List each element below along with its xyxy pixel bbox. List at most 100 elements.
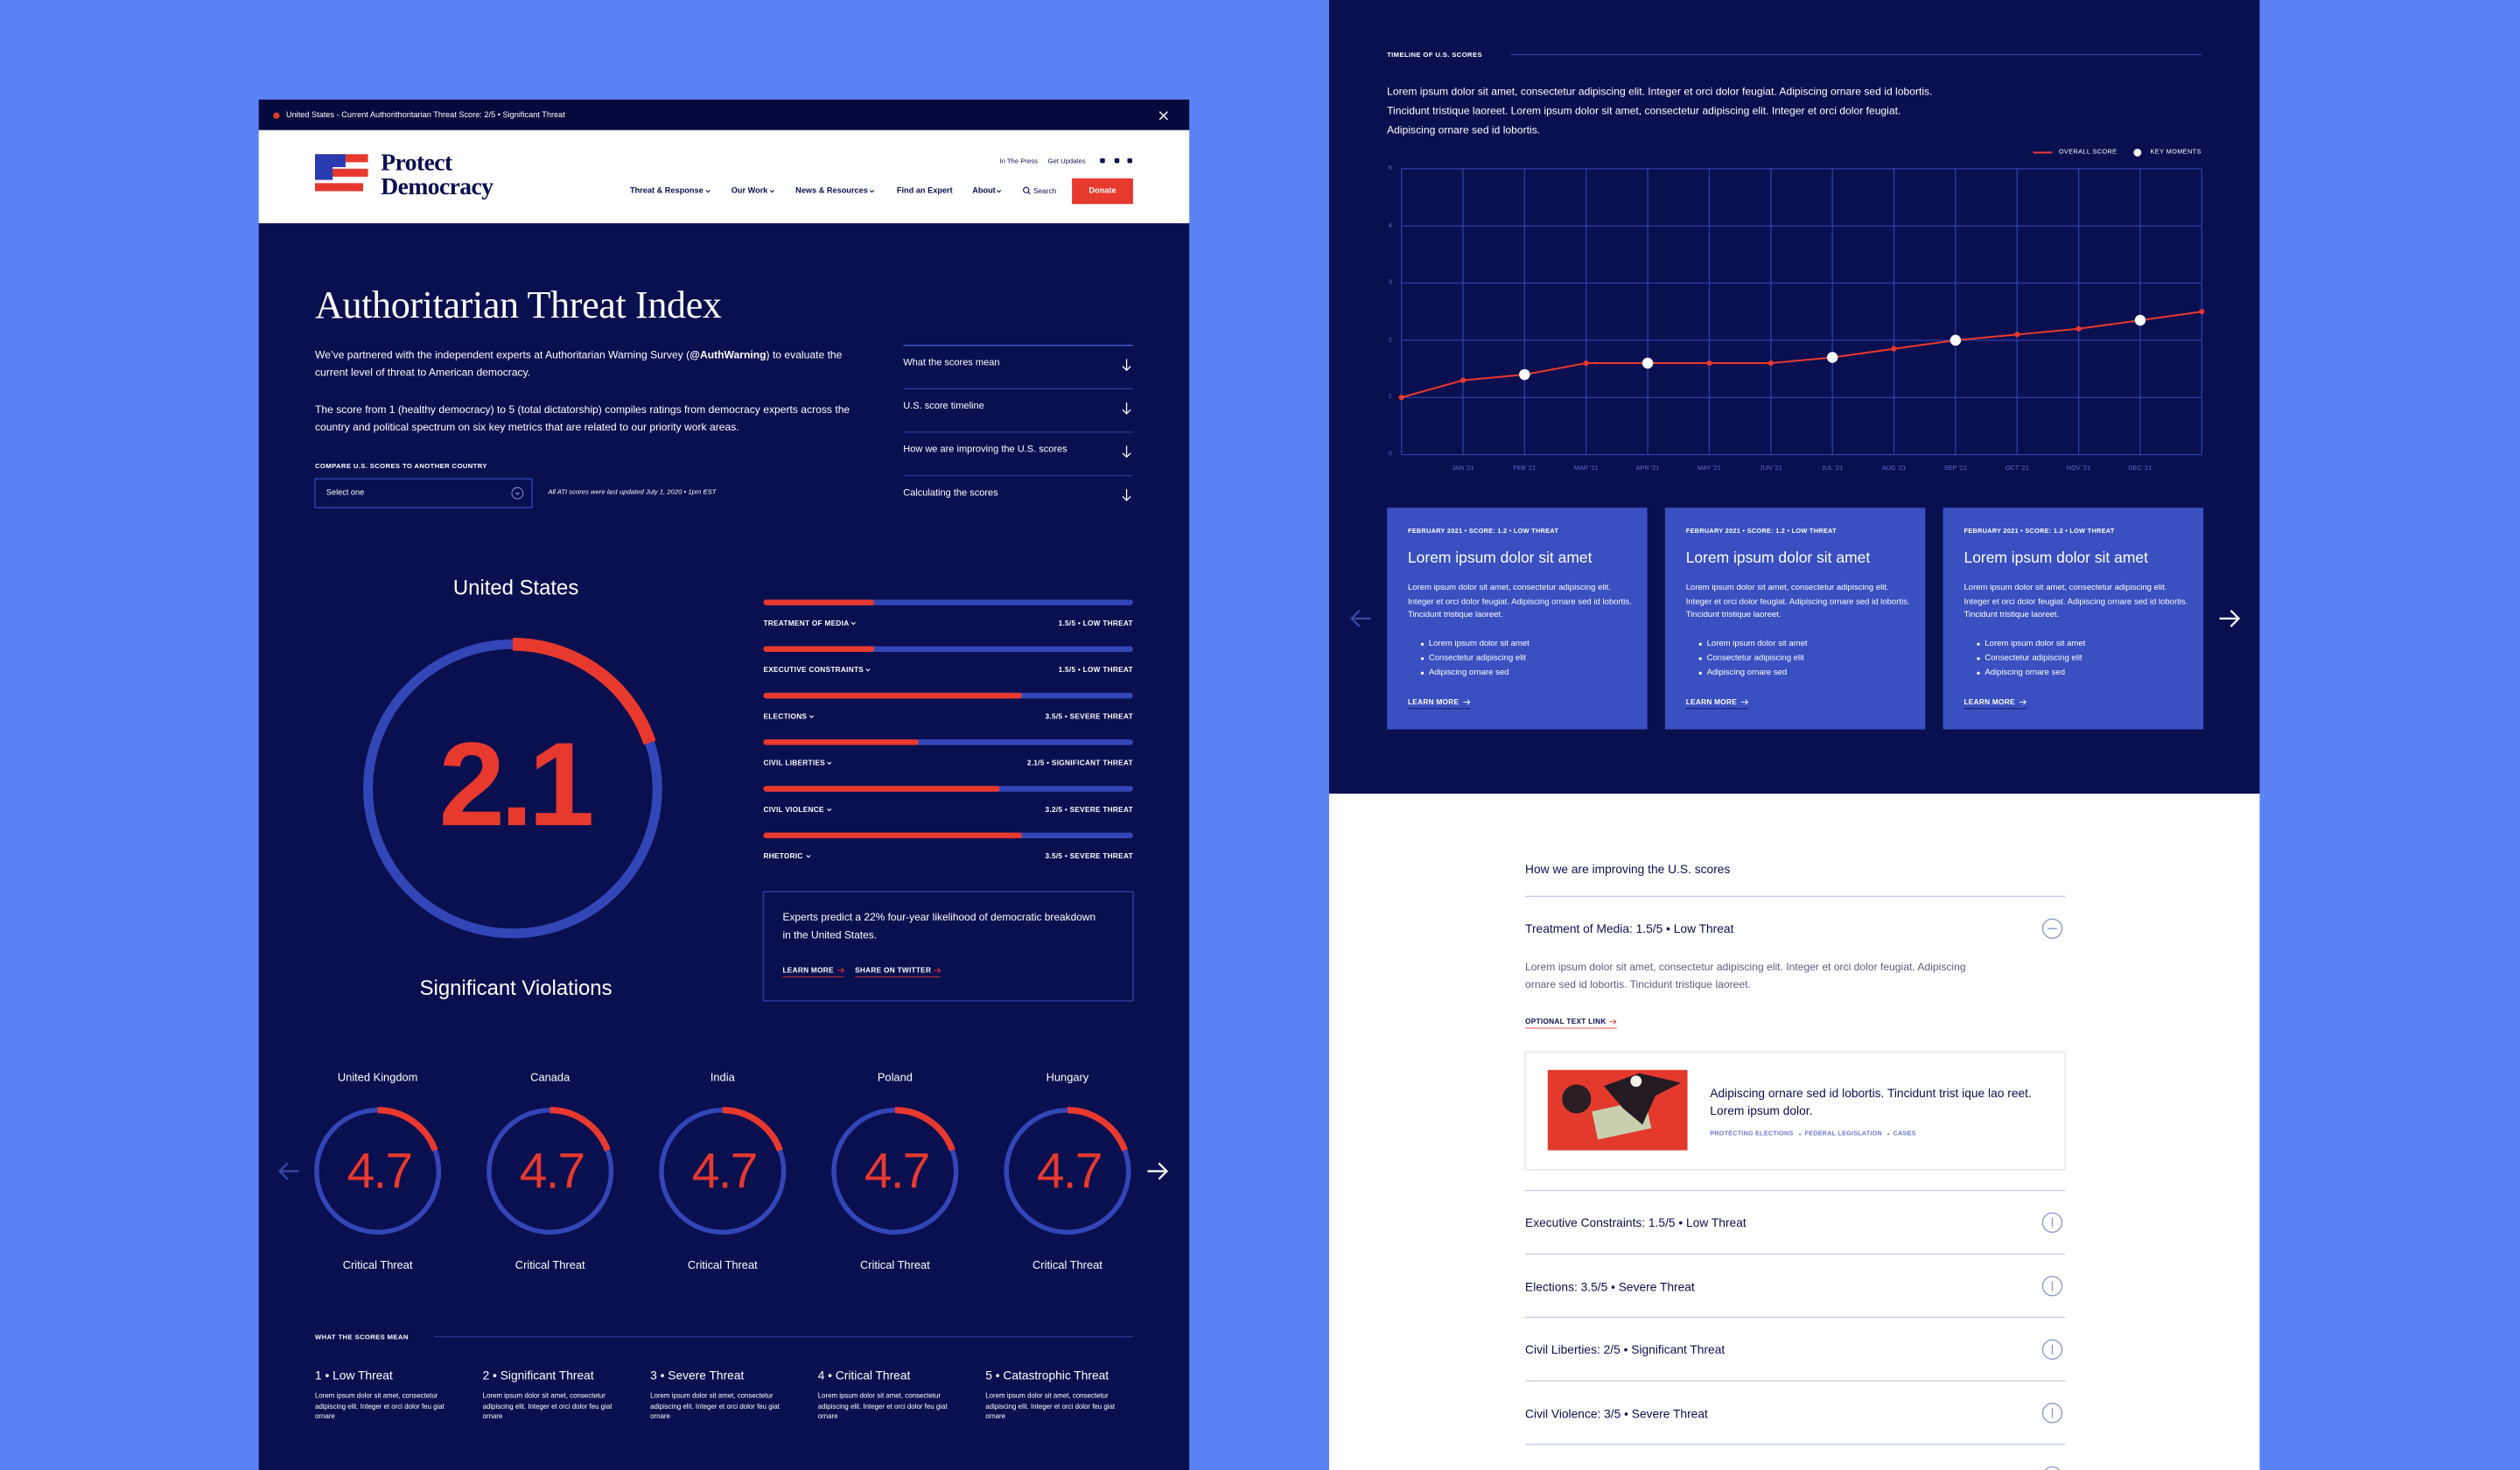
score-value: 2.1 [438, 717, 595, 851]
score-level-title: 5 • Catastrophic Threat [985, 1368, 1110, 1382]
donate-label[interactable]: Donate [1088, 186, 1116, 197]
feature-image-head [1630, 1075, 1642, 1088]
gauge-arc [1067, 1107, 1128, 1152]
metric-bar [763, 646, 875, 652]
metric-name[interactable]: CIVIL LIBERTIES [763, 759, 826, 767]
feature-tag[interactable]: PROTECTING ELECTIONS [1710, 1129, 1794, 1138]
carousel-arrow[interactable] [278, 1162, 289, 1180]
chart-subtitle: Lorem ipsum dolor sit amet, consectetur … [1387, 87, 1933, 137]
gauge-arc [550, 1107, 611, 1152]
close-icon[interactable] [1158, 111, 1168, 121]
collapse-icon[interactable] [2041, 918, 2063, 939]
score-point [1583, 360, 1589, 367]
x-tick-label: MAY '21 [1697, 463, 1721, 472]
handle-link[interactable]: @AuthWarning [690, 350, 766, 362]
info-icon [2044, 1466, 2061, 1470]
search-icon[interactable] [1027, 192, 1031, 195]
prediction-text: Experts predict a 22% four-year likeliho… [782, 912, 1096, 942]
chevron-icon [850, 621, 856, 626]
feature-tag[interactable]: FEDERAL LEGISLATION [1804, 1129, 1883, 1138]
country-name: Canada [530, 1073, 570, 1084]
utility-link[interactable]: In The Press [999, 156, 1038, 165]
link-arrow [937, 967, 942, 974]
social-icon[interactable] [1100, 158, 1105, 164]
gauge-arc [894, 1107, 956, 1152]
feature-tag[interactable]: CASES [1893, 1129, 1916, 1138]
bullet-dot [1977, 657, 1980, 661]
card-link[interactable]: LEARN MORE [1685, 697, 1738, 706]
metric-name[interactable]: TREATMENT OF MEDIA [763, 619, 850, 627]
country-name: India [710, 1073, 735, 1084]
accordion-title[interactable]: Elections: 3.5/5 • Severe Threat [1525, 1278, 1695, 1294]
info-icon[interactable] [2041, 1212, 2063, 1233]
info-icon[interactable] [2041, 1403, 2063, 1424]
link-arrow [841, 967, 844, 974]
info-icon[interactable] [2041, 1276, 2063, 1297]
metric-bar [763, 599, 875, 606]
accordion-item[interactable]: Calculating the scores [903, 488, 998, 499]
score-level-text: Lorem ipsum dolor sit amet, consectetur … [985, 1391, 1116, 1421]
accordion-title[interactable]: Executive Constraints: 1.5/5 • Low Threa… [1525, 1214, 1746, 1230]
carousel-arrow[interactable] [1350, 609, 1361, 627]
text-link[interactable]: OPTIONAL TEXT LINK [1525, 1017, 1606, 1026]
metric-name[interactable]: RHETORIC [763, 851, 803, 860]
search-icon[interactable] [1023, 186, 1030, 193]
nav-link[interactable]: About [972, 186, 996, 197]
arrow-icon [1122, 495, 1131, 501]
card-link[interactable]: LEARN MORE [1407, 697, 1460, 706]
nav-link[interactable]: Find an Expert [896, 186, 953, 197]
select-placeholder[interactable]: Select one [326, 488, 365, 499]
card-text: Lorem ipsum dolor sit amet, consectetur … [1685, 583, 1910, 620]
card-bullet: Lorem ipsum dolor sit amet [1706, 639, 1808, 649]
x-tick-label: SEP '21 [1943, 463, 1967, 472]
chevron-icon [869, 190, 875, 193]
metric-name[interactable]: ELECTIONS [763, 711, 808, 721]
country-verdict: Critical Threat [514, 1260, 585, 1272]
card-link[interactable]: LEARN MORE [1964, 697, 2015, 706]
score-level-text: Lorem ipsum dolor sit amet, consectetur … [650, 1391, 780, 1421]
social-icon[interactable] [1114, 158, 1120, 164]
card-meta: FEBRUARY 2021 • SCORE: 1.2 • LOW THREAT [1685, 526, 1837, 535]
nav-link[interactable]: Our Work [731, 186, 768, 197]
y-tick-label: 4 [1388, 220, 1392, 229]
carousel-arrow[interactable] [1158, 1162, 1169, 1180]
accordion-title[interactable]: Civil Violence: 3/5 • Severe Threat [1525, 1405, 1708, 1421]
country-name: United Kingdom [337, 1073, 418, 1084]
social-icon[interactable] [1127, 158, 1132, 164]
prediction-link[interactable]: LEARN MORE [782, 966, 834, 975]
score-level-title: 2 • Significant Threat [482, 1368, 594, 1382]
donate-button[interactable] [1072, 178, 1133, 205]
nav-link[interactable]: News & Resources [795, 186, 868, 197]
country-select[interactable] [314, 478, 533, 508]
accordion-title[interactable]: Civil Liberties: 2/5 • Significant Threa… [1525, 1342, 1726, 1357]
utility-link[interactable]: Get Updates [1047, 156, 1086, 165]
accordion-item[interactable]: U.S. score timeline [903, 402, 984, 412]
accordion-title[interactable]: Treatment of Media: 1.5/5 • Low Threat [1525, 920, 1734, 936]
key-moment [1950, 334, 1962, 346]
accordion-item[interactable]: How we are improving the U.S. scores [903, 445, 1068, 456]
country-name: Hungary [1046, 1073, 1089, 1084]
x-tick-label: JUN '21 [1759, 463, 1782, 472]
nav-link[interactable]: Threat & Response [629, 186, 704, 197]
info-icon[interactable] [2041, 1339, 2063, 1360]
metric-name[interactable]: CIVIL VIOLENCE [763, 805, 824, 814]
score-level-text: Lorem ipsum dolor sit amet, consectetur … [314, 1391, 444, 1421]
prediction-box [762, 891, 1134, 1002]
chevron-icon [514, 492, 521, 495]
prediction-link[interactable]: SHARE ON TWITTER [855, 966, 932, 975]
metric-score: 1.5/5 • LOW THREAT [1058, 619, 1133, 627]
logo-text: Protect [381, 150, 452, 177]
search-link[interactable]: Search [1033, 186, 1057, 195]
timeline-card [1664, 508, 1926, 730]
chevron-icon [865, 668, 871, 672]
country-score: 4.7 [1036, 1143, 1103, 1200]
intro-paragraph: The score from 1 (healthy democracy) to … [314, 404, 850, 433]
x-tick-label: JUL '21 [1821, 463, 1844, 472]
chart-title: TIMELINE OF U.S. SCORES [1387, 50, 1482, 59]
bullet-dot [1420, 671, 1424, 675]
page-body [258, 223, 1190, 1470]
accordion-item[interactable]: What the scores mean [903, 359, 1000, 369]
carousel-arrow[interactable] [2230, 609, 2241, 627]
bullet-dot [1698, 657, 1702, 661]
metric-name[interactable]: EXECUTIVE CONSTRAINTS [763, 665, 864, 674]
